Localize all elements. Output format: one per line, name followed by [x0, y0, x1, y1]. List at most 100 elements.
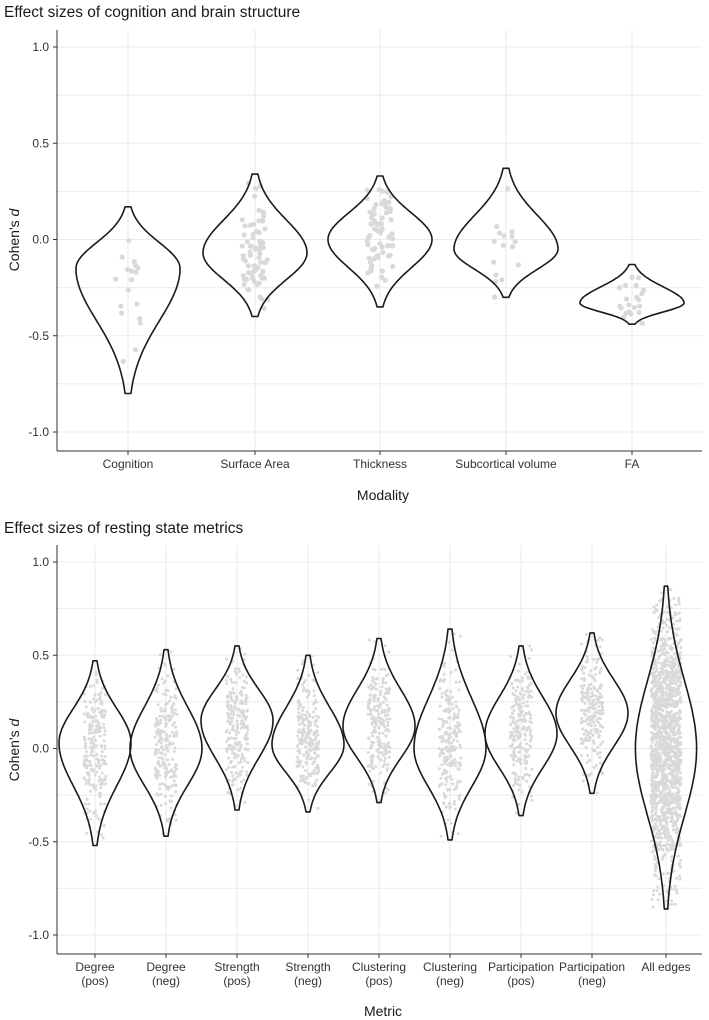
data-point [159, 792, 163, 796]
data-point [242, 756, 246, 760]
data-point [666, 794, 670, 798]
x-tick-label: Cognition [103, 457, 154, 471]
data-point [652, 824, 656, 828]
data-point [512, 734, 516, 738]
data-point [242, 778, 246, 782]
data-point [244, 239, 250, 245]
data-point [368, 746, 372, 750]
data-point [305, 710, 309, 714]
data-point [248, 271, 254, 277]
data-point [160, 782, 164, 786]
data-point [153, 751, 157, 755]
jitter-points [364, 186, 396, 289]
data-point [457, 688, 461, 692]
data-point [449, 690, 453, 694]
data-point [314, 744, 318, 748]
data-point [314, 698, 318, 702]
data-point [523, 748, 527, 752]
data-point [676, 791, 680, 795]
data-point [441, 736, 445, 740]
data-point [88, 763, 92, 767]
data-point [155, 716, 159, 720]
data-point [629, 274, 635, 280]
data-point [100, 750, 104, 754]
data-point [667, 772, 671, 776]
data-point [661, 679, 665, 683]
y-axis-title-text: Cohen's [6, 726, 22, 781]
data-point [174, 687, 178, 691]
data-point [524, 689, 528, 693]
data-point [676, 749, 680, 753]
data-point [678, 698, 682, 702]
data-point [83, 700, 87, 704]
data-point [385, 717, 389, 721]
data-point [594, 714, 598, 718]
data-point [301, 765, 305, 769]
data-point [674, 723, 678, 727]
data-point [241, 673, 245, 677]
data-point [659, 673, 663, 677]
data-point [92, 746, 96, 750]
data-point [306, 772, 310, 776]
data-point [172, 779, 176, 783]
data-point [521, 676, 525, 680]
data-point [601, 712, 605, 716]
data-point [241, 725, 245, 729]
data-point [597, 733, 601, 737]
data-point [175, 767, 179, 771]
data-point [516, 737, 520, 741]
data-point [89, 724, 93, 728]
data-point [670, 899, 674, 903]
data-point [509, 655, 513, 659]
data-point [650, 898, 654, 902]
data-point [666, 871, 670, 875]
data-point [679, 781, 683, 785]
data-point [664, 748, 668, 752]
data-point [168, 734, 172, 738]
data-point [316, 733, 320, 737]
data-point [233, 706, 237, 710]
data-point [237, 667, 241, 671]
data-point [670, 770, 674, 774]
data-point [244, 702, 248, 706]
data-point [674, 702, 678, 706]
data-point [597, 705, 601, 709]
data-point [442, 802, 446, 806]
data-point [659, 747, 663, 751]
data-point [650, 714, 654, 718]
data-point [170, 708, 174, 712]
data-point [663, 705, 667, 709]
data-point [512, 708, 516, 712]
data-point [529, 716, 533, 720]
data-point [311, 771, 315, 775]
data-point [240, 253, 246, 259]
data-point [233, 729, 237, 733]
data-point [260, 268, 266, 275]
data-point [667, 763, 671, 767]
data-point [653, 662, 657, 666]
data-point [655, 836, 659, 840]
data-point [378, 705, 382, 709]
data-point [449, 670, 453, 674]
data-point [596, 689, 600, 693]
violin-shape [413, 628, 487, 841]
data-point [227, 716, 231, 720]
data-point [598, 636, 602, 640]
data-point [225, 675, 229, 679]
data-point [302, 686, 306, 690]
data-point [227, 707, 231, 711]
data-point [241, 708, 245, 712]
data-point [597, 716, 601, 720]
data-point [377, 220, 383, 227]
data-point [652, 749, 656, 753]
data-point [525, 700, 529, 704]
violin-shape [200, 645, 274, 811]
data-point [380, 721, 384, 725]
data-point [371, 767, 375, 771]
data-point [663, 793, 667, 797]
data-point [673, 737, 677, 741]
data-point [678, 802, 682, 806]
data-point [592, 687, 596, 691]
data-point [378, 742, 382, 746]
data-point [592, 707, 596, 711]
